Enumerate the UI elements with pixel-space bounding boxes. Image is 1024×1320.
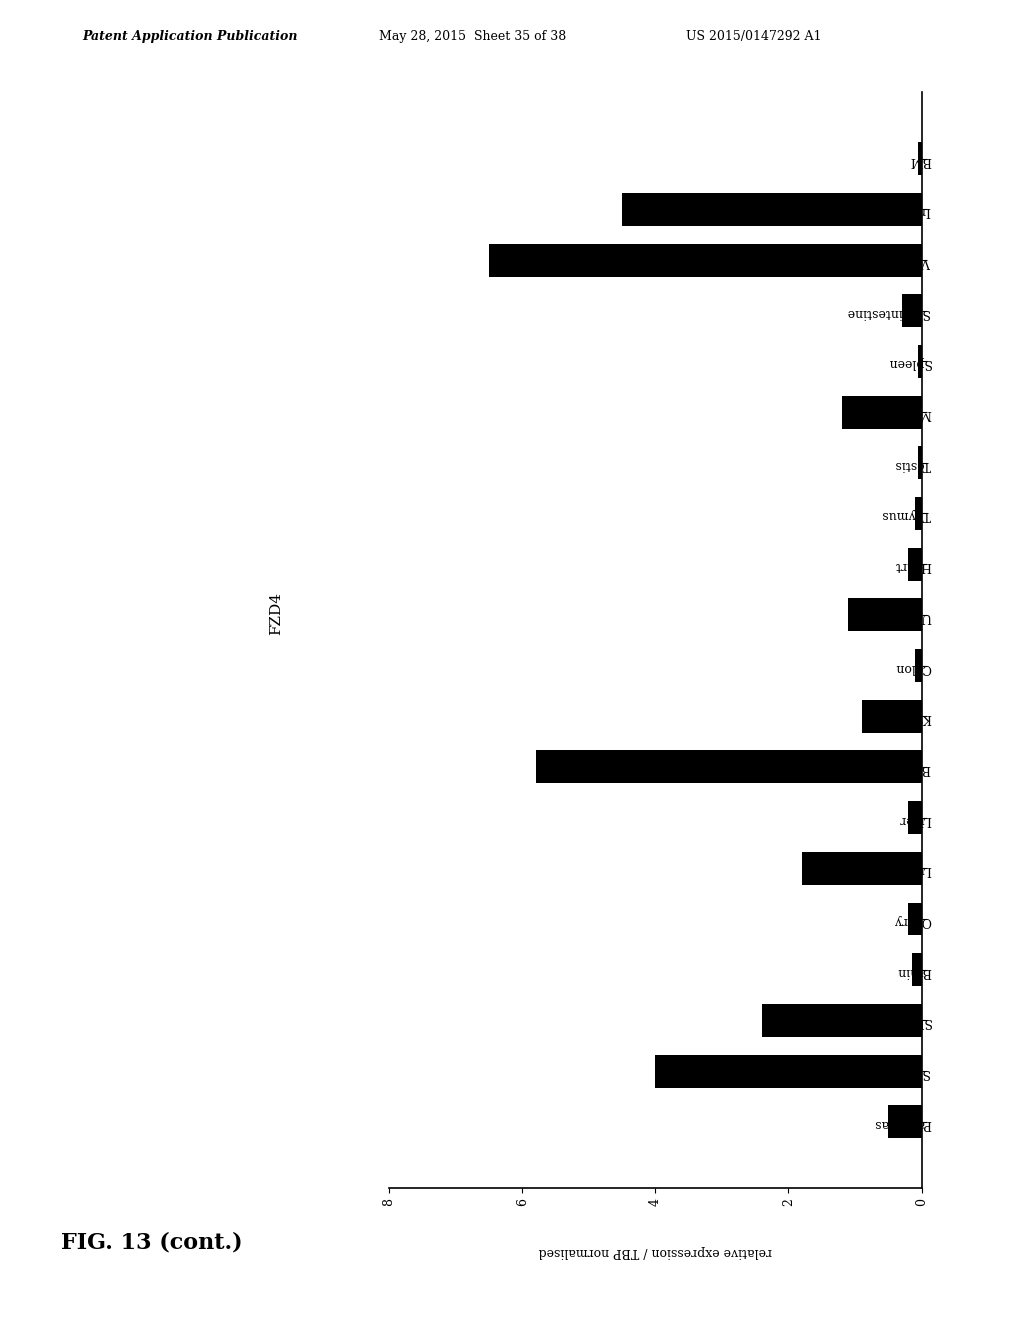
Text: Patent Application Publication: Patent Application Publication [82,30,297,44]
Bar [919,143,922,176]
Bar [536,751,922,783]
Text: May 28, 2015  Sheet 35 of 38: May 28, 2015 Sheet 35 of 38 [379,30,566,44]
Text: FIG. 13 (cont.): FIG. 13 (cont.) [61,1232,243,1254]
Bar [489,244,922,276]
Bar [623,193,922,226]
Bar [915,498,922,529]
Bar [908,801,922,834]
Bar [919,446,922,479]
Bar [655,1055,922,1088]
Bar [848,598,922,631]
Bar [919,345,922,378]
Bar [902,294,922,327]
Bar [802,851,922,884]
Bar [915,649,922,682]
Bar [842,396,922,429]
Bar [889,1105,922,1138]
Bar [762,1005,922,1036]
X-axis label: relative expression / TBP normalised: relative expression / TBP normalised [539,1245,772,1258]
Text: US 2015/0147292 A1: US 2015/0147292 A1 [686,30,821,44]
Bar [908,548,922,581]
Text: FZD4: FZD4 [269,593,284,635]
Bar [908,903,922,936]
Bar [862,700,922,733]
Bar [911,953,922,986]
